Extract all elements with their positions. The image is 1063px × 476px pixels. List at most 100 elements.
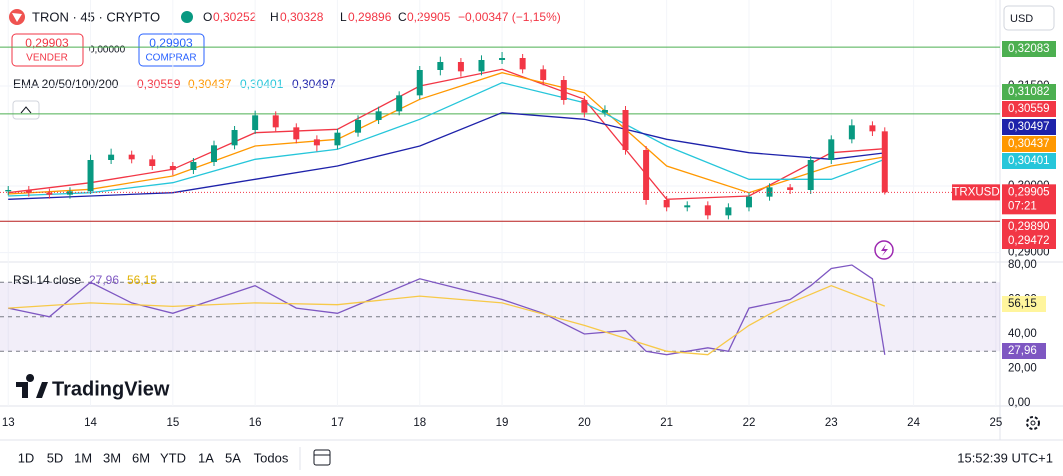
range-button[interactable]: 1A [198, 450, 214, 465]
candle-body [766, 187, 773, 197]
spread: 0,00000 [89, 45, 126, 56]
collapse-icon [20, 106, 32, 114]
candle-body [87, 160, 94, 192]
buy-price[interactable]: 0,29903 [149, 36, 193, 50]
candle-body [272, 115, 279, 128]
value-tag-label: 27,96 [1008, 345, 1037, 357]
x-tick-label: 15 [166, 417, 179, 429]
ohlc-key: C [398, 10, 407, 24]
x-tick-label: 20 [578, 417, 591, 429]
line-series [8, 72, 885, 195]
calendar-icon[interactable] [313, 449, 331, 466]
ema-value: 0,30437 [188, 77, 232, 91]
candle-body [313, 139, 320, 146]
ema-value: 0,30401 [240, 77, 284, 91]
price-tag [1002, 153, 1056, 169]
sell-price[interactable]: 0,29903 [25, 36, 69, 50]
candle-body [396, 95, 403, 112]
candle-body [663, 200, 670, 208]
price-tag-label: 0,30401 [1008, 155, 1050, 167]
candle-body [190, 162, 197, 170]
candle-body [725, 207, 732, 216]
x-tick-label: 14 [84, 417, 97, 429]
range-button[interactable]: YTD [160, 450, 186, 465]
value-tag [1002, 296, 1046, 312]
range-button[interactable]: 6M [132, 450, 150, 465]
candle-body [601, 110, 608, 113]
symbol[interactable]: TRON · 45 · CRYPTO [32, 9, 160, 24]
range-button[interactable]: 5A [225, 450, 241, 465]
candle-body [807, 160, 814, 190]
sell-label[interactable]: VENDER [26, 53, 68, 64]
candle-body [881, 131, 888, 193]
x-tick-label: 21 [660, 417, 673, 429]
sell-button[interactable] [11, 33, 84, 67]
rsi-title[interactable]: RSI 14 close [13, 273, 81, 287]
line-series [8, 264, 886, 356]
value-tag-label: 56,15 [1008, 298, 1037, 310]
candle-body [210, 145, 217, 162]
brand: TradingView [52, 378, 170, 400]
price-tag-label: 0,32083 [1008, 43, 1050, 55]
range-button[interactable]: 1M [74, 450, 92, 465]
candle-body [5, 190, 12, 192]
candle-body [581, 100, 588, 113]
price-tag-label: 0,29890 [1008, 221, 1050, 233]
candle-body [704, 205, 711, 216]
ohlc-value: 0,30328 [280, 10, 324, 24]
price-tag-label: 0,30559 [1008, 103, 1050, 115]
rsi-value: 27,96 [89, 273, 119, 287]
candle-body [66, 191, 73, 195]
candle-body [478, 60, 485, 72]
symbol-tag-label: TRXUSD [952, 186, 999, 198]
ohlc-value: 0,30252 [213, 10, 257, 24]
candle-body [745, 196, 752, 208]
currency-button[interactable] [1003, 5, 1055, 31]
price-tag [1002, 84, 1056, 100]
candle-body [25, 190, 32, 193]
range-button[interactable]: 3M [103, 450, 121, 465]
value-tag [1002, 343, 1046, 359]
candle-body [128, 154, 135, 160]
price-tag-label: 0,31082 [1008, 86, 1050, 98]
y-tick-label: 0,29000 [1008, 247, 1050, 259]
buy-label[interactable]: COMPRAR [145, 53, 196, 64]
x-tick-label: 16 [249, 417, 262, 429]
ohlc-value: 0,29905 [407, 10, 451, 24]
currency[interactable]: USD [1010, 13, 1033, 25]
candle-body [355, 120, 362, 133]
symbol-tag [952, 184, 1000, 201]
ohlc-key: H [270, 10, 279, 24]
candle-body [293, 127, 300, 140]
collapse-button[interactable] [12, 100, 40, 120]
candle-body [540, 69, 547, 80]
price-tag [1002, 41, 1056, 57]
buy-button[interactable] [138, 33, 205, 67]
candle-body [46, 192, 53, 195]
range-button[interactable]: Todos [254, 450, 289, 465]
settings-icon[interactable] [1026, 416, 1040, 430]
candle-body [231, 130, 238, 146]
candle-body [334, 132, 341, 146]
range-button[interactable]: 1D [18, 450, 35, 465]
x-tick-label: 18 [413, 417, 426, 429]
x-tick-label: 24 [907, 417, 920, 429]
candle-body [375, 111, 382, 120]
ohlc-value: 0,29896 [348, 10, 392, 24]
candle-body [519, 58, 526, 70]
chart-layer: 0,315000,300000,290001314151617181920212… [0, 0, 1056, 429]
ema-legend[interactable]: EMA 20/50/100/200 [13, 77, 119, 91]
price-tag-label: 0,30437 [1008, 138, 1050, 150]
alert-icon-bolt [881, 244, 888, 256]
line-series [8, 112, 885, 200]
price-tag-label: 0,30497 [1008, 121, 1050, 133]
clock[interactable]: 15:52:39 UTC+1 [957, 450, 1053, 465]
x-tick-label: 25 [989, 417, 1002, 429]
range-button[interactable]: 5D [47, 450, 64, 465]
candle-body [149, 159, 156, 166]
y-tick-label: 0,00 [1008, 397, 1030, 409]
candle-body [252, 115, 259, 130]
x-tick-label: 19 [496, 417, 509, 429]
candle-body [499, 58, 506, 60]
